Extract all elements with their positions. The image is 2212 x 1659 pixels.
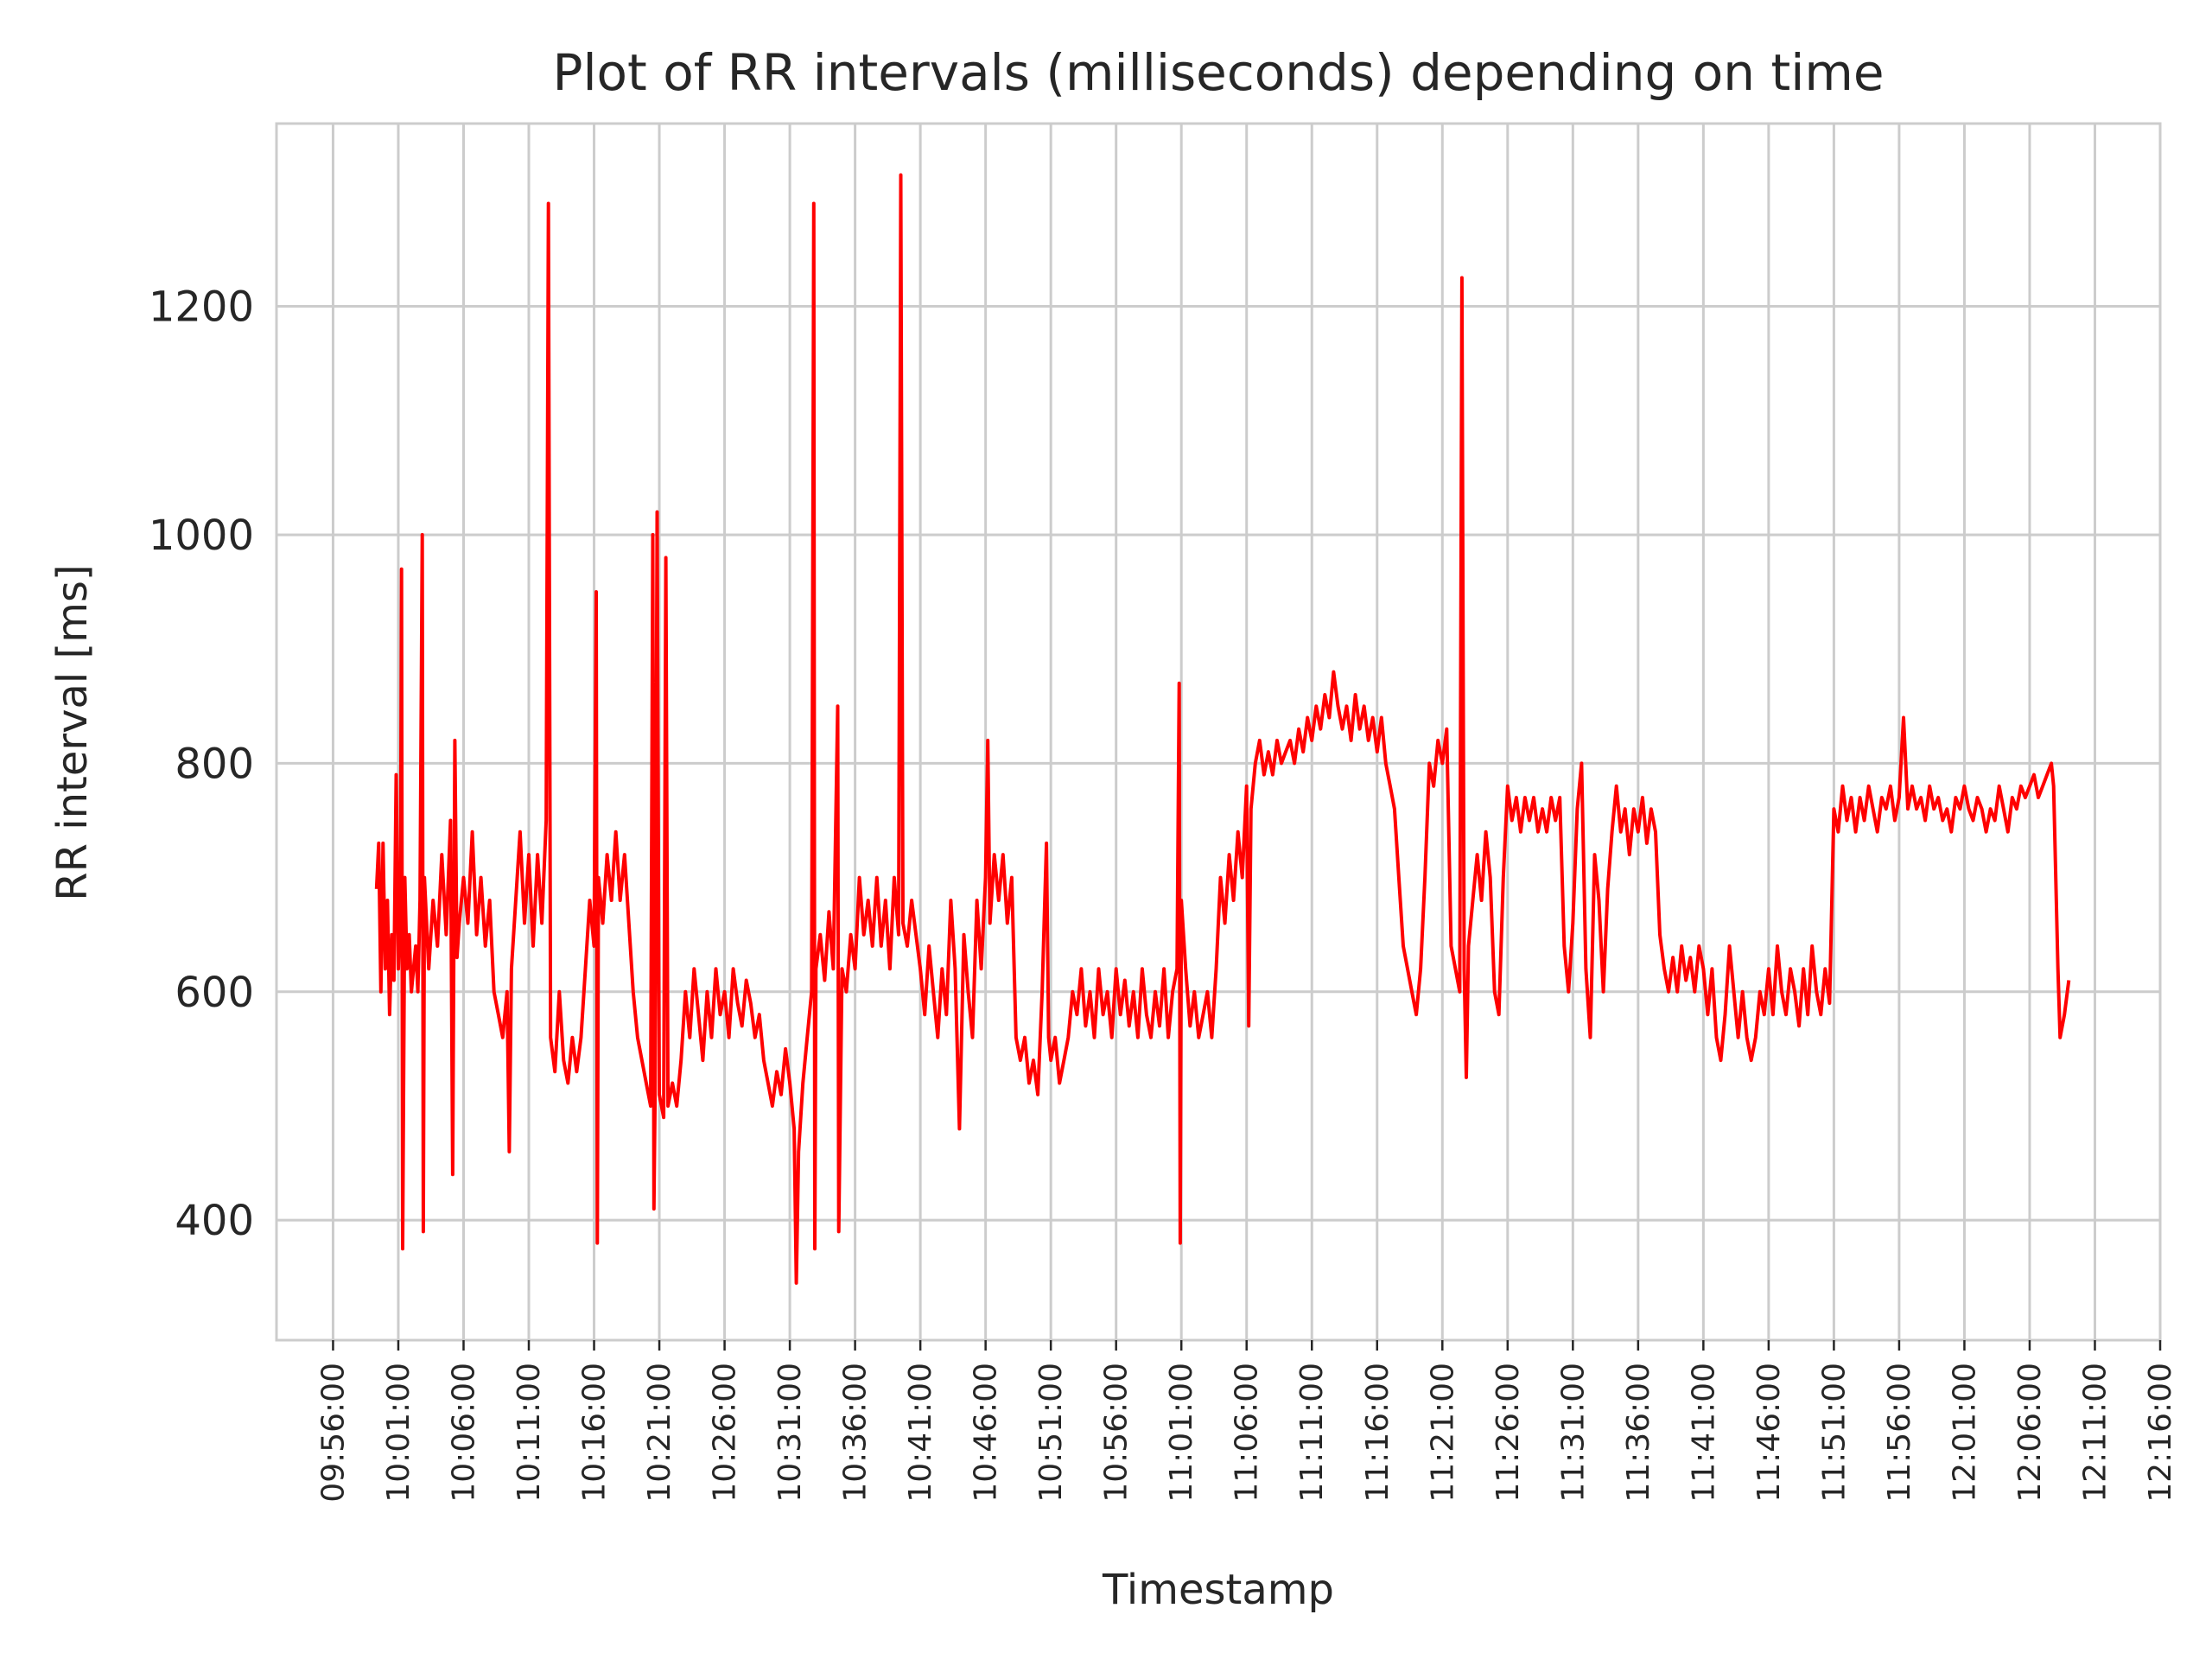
x-tick-label: 10:31:00 bbox=[772, 1363, 808, 1503]
x-tick-label: 11:51:00 bbox=[1816, 1363, 1852, 1503]
x-tick-label: 12:06:00 bbox=[2012, 1363, 2048, 1503]
y-tick-label: 600 bbox=[175, 969, 254, 1017]
rr-interval-series-line bbox=[374, 173, 2071, 1285]
x-tick-label: 10:01:00 bbox=[381, 1363, 416, 1503]
x-tick-label: 10:36:00 bbox=[838, 1363, 874, 1503]
x-tick-label: 11:31:00 bbox=[1555, 1363, 1591, 1503]
x-tick-label: 11:16:00 bbox=[1360, 1363, 1395, 1503]
y-tick-label: 800 bbox=[175, 740, 254, 788]
x-tick-label: 10:06:00 bbox=[446, 1363, 481, 1503]
x-tick-label: 11:26:00 bbox=[1491, 1363, 1526, 1503]
x-tick-label: 10:46:00 bbox=[969, 1363, 1004, 1503]
y-tick-label: 1000 bbox=[149, 512, 254, 560]
y-tick-label: 400 bbox=[175, 1197, 254, 1245]
x-tick-label: 12:11:00 bbox=[2077, 1363, 2113, 1503]
x-tick-label: 10:56:00 bbox=[1099, 1363, 1135, 1503]
x-tick-label: 11:56:00 bbox=[1882, 1363, 1917, 1503]
tick-layer: 09:56:00 10:01:00 10:06:00 10:11:00 10:16:00… bbox=[149, 283, 2178, 1503]
chart-title: Plot of RR intervals (milliseconds) depe… bbox=[552, 43, 1884, 102]
x-tick-label: 11:36:00 bbox=[1621, 1363, 1656, 1503]
x-tick-label: 10:26:00 bbox=[708, 1363, 743, 1503]
x-tick-label: 09:56:00 bbox=[315, 1363, 351, 1503]
x-tick-label: 11:06:00 bbox=[1230, 1363, 1265, 1503]
y-tick-label: 1200 bbox=[149, 283, 254, 332]
series-layer bbox=[374, 173, 2071, 1285]
x-tick-label: 11:46:00 bbox=[1751, 1363, 1787, 1503]
x-tick-label: 12:01:00 bbox=[1947, 1363, 1982, 1503]
y-axis-label: RR interval [ms] bbox=[48, 564, 97, 900]
x-tick-label: 11:41:00 bbox=[1686, 1363, 1721, 1503]
x-axis-label: Timestamp bbox=[1102, 1566, 1334, 1614]
x-tick-label: 10:51:00 bbox=[1033, 1363, 1069, 1503]
x-tick-label: 11:21:00 bbox=[1425, 1363, 1460, 1503]
x-tick-label: 10:16:00 bbox=[577, 1363, 613, 1503]
x-tick-label: 11:11:00 bbox=[1294, 1363, 1330, 1503]
x-tick-label: 10:21:00 bbox=[642, 1363, 677, 1503]
plot-frame bbox=[275, 122, 2162, 1342]
x-tick-label: 10:11:00 bbox=[512, 1363, 547, 1503]
grid-layer bbox=[276, 124, 2162, 1340]
x-tick-label: 12:16:00 bbox=[2143, 1363, 2178, 1503]
x-tick-label: 11:01:00 bbox=[1164, 1363, 1199, 1503]
x-tick-label: 10:41:00 bbox=[903, 1363, 938, 1503]
